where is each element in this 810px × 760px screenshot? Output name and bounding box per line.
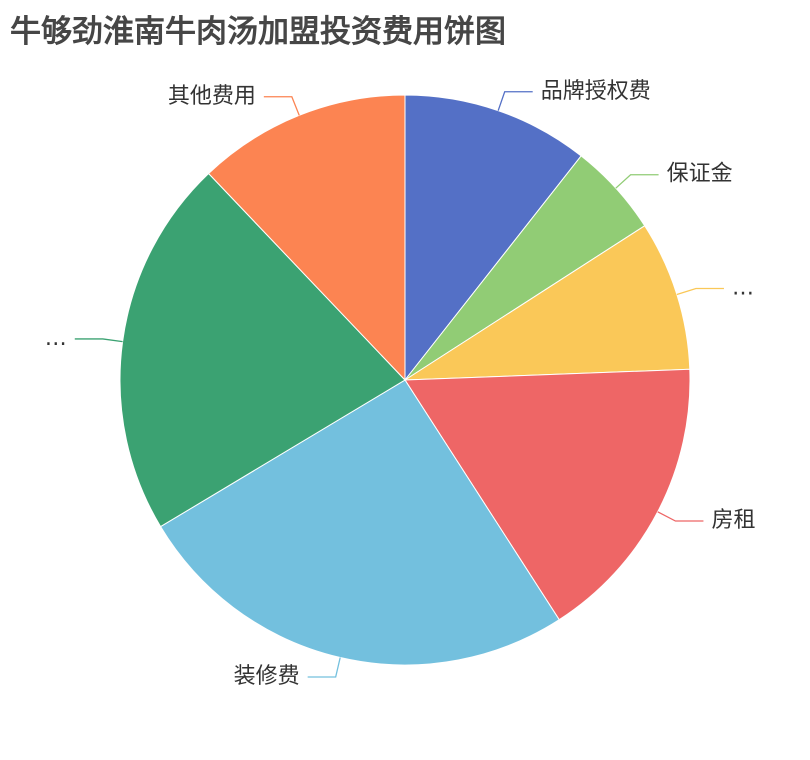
slice-label: … — [732, 275, 754, 300]
slice-label: 装修费 — [234, 664, 300, 689]
slice-label: 保证金 — [667, 162, 733, 187]
leader-line — [657, 511, 704, 522]
leader-line — [497, 91, 533, 111]
pie-slice[interactable] — [207, 94, 406, 382]
pie-slice[interactable] — [404, 94, 582, 382]
leader-line — [74, 338, 123, 343]
slice-label: 房租 — [711, 508, 755, 533]
pie-slice[interactable] — [404, 368, 691, 621]
pie-slice[interactable] — [159, 379, 560, 666]
chart-title: 牛够劲淮南牛肉汤加盟投资费用饼图 — [10, 14, 506, 50]
slice-label: … — [45, 326, 67, 351]
leader-line — [676, 287, 724, 296]
leader-line — [615, 174, 659, 189]
leader-line — [263, 96, 300, 116]
leader-lines — [74, 91, 724, 678]
slice-label: 其他费用 — [168, 84, 256, 109]
pie-slices — [119, 94, 691, 666]
pie-slice[interactable] — [119, 172, 406, 528]
slice-label: 品牌授权费 — [541, 79, 651, 104]
leader-line — [307, 657, 341, 678]
pie-slice[interactable] — [403, 225, 691, 381]
